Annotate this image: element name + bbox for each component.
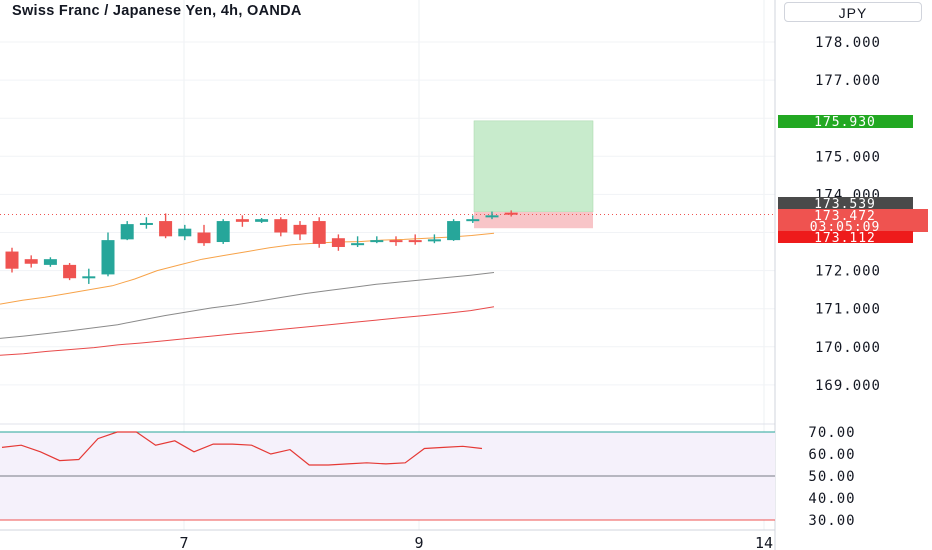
candle-body bbox=[24, 259, 38, 264]
svg-text:173.539: 173.539 bbox=[814, 197, 876, 212]
currency-button[interactable]: JPY bbox=[784, 2, 922, 22]
candle-body bbox=[312, 221, 326, 244]
candle-body bbox=[178, 228, 192, 237]
long-position-tool[interactable] bbox=[0, 120, 775, 229]
rsi-tick-label: 60.00 bbox=[808, 447, 855, 463]
candle-body bbox=[120, 224, 134, 240]
moving-average-line bbox=[0, 272, 495, 339]
candle-body bbox=[197, 232, 211, 244]
price-badges: 175.930 173.539 173.472 03:05:09 173.112 bbox=[778, 115, 928, 246]
rsi-axis: 70.00 60.00 50.00 40.00 30.00 bbox=[808, 425, 855, 529]
price-tick-label: 170.000 bbox=[815, 340, 881, 356]
candle-body bbox=[255, 219, 269, 222]
grid-lines bbox=[0, 0, 776, 550]
rsi-line bbox=[1, 431, 483, 466]
moving-average-lines bbox=[0, 232, 495, 356]
time-axis[interactable]: 7 9 14 bbox=[179, 534, 773, 550]
candle-body bbox=[139, 222, 153, 225]
svg-text:173.112: 173.112 bbox=[814, 231, 876, 246]
price-tick-label: 177.000 bbox=[815, 73, 881, 89]
candle-body bbox=[504, 212, 518, 215]
time-tick-label: 9 bbox=[414, 534, 423, 550]
candle-body bbox=[447, 221, 461, 241]
candle-body bbox=[5, 251, 19, 269]
candle-body bbox=[370, 240, 384, 243]
candle-body bbox=[274, 219, 288, 233]
candle-body bbox=[408, 240, 422, 243]
candle-body bbox=[63, 264, 77, 279]
candle-body bbox=[293, 224, 307, 235]
price-axis[interactable]: 178.000177.000175.000174.000172.000171.0… bbox=[815, 35, 881, 394]
candle-body bbox=[82, 276, 96, 279]
stop-price-badge: 173.112 bbox=[778, 231, 913, 246]
svg-text:173.472: 173.472 bbox=[814, 209, 876, 224]
target-price-badge: 175.930 bbox=[778, 115, 913, 130]
candle-body bbox=[159, 221, 173, 237]
rsi-tick-label: 70.00 bbox=[808, 425, 855, 441]
candle-body bbox=[427, 239, 441, 242]
candle-body bbox=[101, 240, 115, 275]
candle-body bbox=[216, 221, 230, 243]
candle-body bbox=[389, 240, 403, 243]
candle-body bbox=[351, 243, 365, 246]
svg-text:175.930: 175.930 bbox=[814, 115, 876, 130]
profit-zone bbox=[473, 120, 594, 213]
price-tick-label: 175.000 bbox=[815, 149, 881, 165]
price-tick-label: 169.000 bbox=[815, 378, 881, 394]
candle-body bbox=[331, 238, 345, 247]
price-tick-label: 171.000 bbox=[815, 302, 881, 318]
time-tick-label: 7 bbox=[179, 534, 188, 550]
candle-body bbox=[485, 215, 499, 218]
price-tick-label: 178.000 bbox=[815, 35, 881, 51]
entry-price-badge: 173.539 bbox=[778, 197, 913, 212]
candlestick-series bbox=[5, 210, 518, 284]
rsi-tick-label: 40.00 bbox=[808, 491, 855, 507]
rsi-tick-label: 30.00 bbox=[808, 513, 855, 529]
candle-body bbox=[235, 219, 249, 222]
rsi-tick-label: 50.00 bbox=[808, 469, 855, 485]
candle-body bbox=[43, 259, 57, 265]
time-tick-label: 14 bbox=[755, 534, 773, 550]
moving-average-line bbox=[0, 232, 495, 305]
rsi-pane bbox=[0, 431, 775, 521]
chart-title: Swiss Franc / Japanese Yen, 4h, OANDA bbox=[12, 3, 302, 19]
moving-average-line bbox=[0, 306, 495, 356]
last-price-badge: 173.472 03:05:09 bbox=[778, 209, 928, 235]
loss-zone bbox=[474, 211, 593, 229]
candle-body bbox=[466, 219, 480, 222]
price-tick-label: 172.000 bbox=[815, 264, 881, 280]
